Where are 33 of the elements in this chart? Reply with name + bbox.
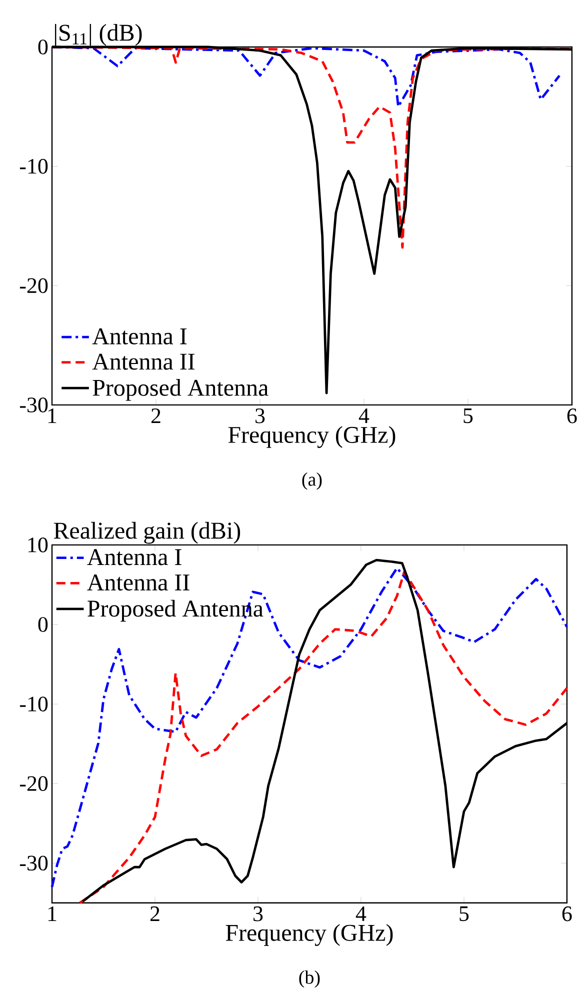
- x-tick-label: 3: [254, 906, 263, 922]
- text: (b): [299, 970, 320, 988]
- x-tick-label: 2: [150, 906, 160, 922]
- x-axis-title: Frequency (GHz): [226, 924, 393, 946]
- y-axis-title: |S$_{11}$| (dB): [55, 24, 142, 46]
- legend-label: Antenna II: [87, 574, 190, 591]
- text: (a): [302, 472, 322, 490]
- x-tick-label: 1: [48, 906, 56, 921]
- y-tick-label: 0: [38, 617, 48, 632]
- y-tick-label: -10: [20, 696, 48, 712]
- x-tick-label: 6: [562, 906, 572, 922]
- x-tick-label: 2: [152, 408, 160, 424]
- y-tick-label: 10: [28, 538, 48, 552]
- legend-label: Antenna II: [92, 354, 195, 370]
- x-tick-label: 6: [567, 408, 577, 424]
- y-tick-label: -20: [20, 278, 48, 294]
- x-tick-label: 3: [256, 408, 265, 424]
- legend-label: Proposed Antenna: [88, 600, 264, 622]
- x-tick-label: 1: [48, 408, 56, 424]
- legend-label: Antenna I: [92, 328, 187, 344]
- y-tick-label: -10: [20, 158, 48, 174]
- legend-label: Proposed Antenna: [92, 379, 268, 401]
- x-tick-label: 4: [356, 906, 366, 921]
- y-tick-label: 0: [38, 40, 48, 54]
- legend-label: Antenna I: [87, 549, 182, 566]
- y-tick-label: -30: [20, 856, 48, 871]
- x-axis-title: Frequency (GHz): [228, 426, 396, 448]
- x-tick-label: 5: [464, 408, 473, 424]
- y-tick-label: -20: [20, 776, 48, 792]
- y-tick-label: -30: [20, 398, 48, 412]
- x-tick-label: 5: [460, 906, 469, 922]
- x-tick-label: 4: [358, 408, 370, 423]
- y-axis-title: Realized gain (dBi): [54, 522, 240, 544]
